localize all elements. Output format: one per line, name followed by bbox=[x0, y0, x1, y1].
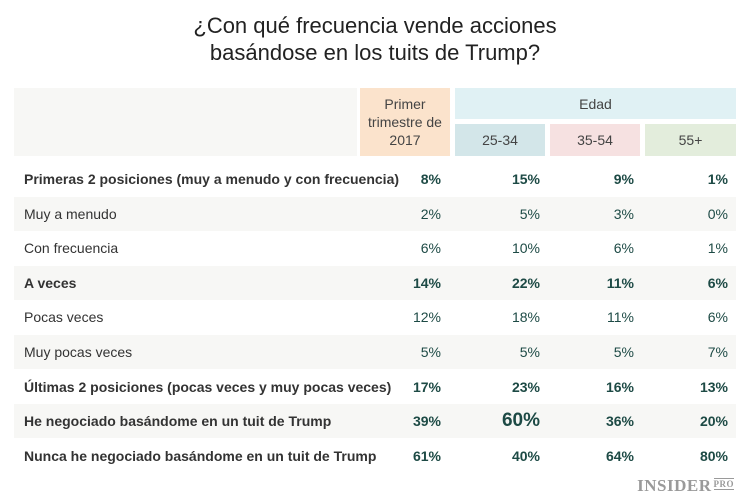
row-value: 23% bbox=[511, 378, 540, 395]
row-value: 10% bbox=[511, 240, 540, 257]
row-value: 5% bbox=[519, 205, 540, 222]
row-value: 22% bbox=[511, 274, 540, 291]
header-age-35-54: 35-54 bbox=[550, 124, 640, 156]
header-total-label: Primer trimestre de 2017 bbox=[368, 96, 442, 148]
row-value: 5% bbox=[613, 344, 634, 360]
header-edad: Edad bbox=[455, 88, 736, 119]
row-value: 14% bbox=[412, 274, 441, 291]
header-total: Primer trimestre de 2017 bbox=[360, 88, 450, 156]
row-value: 13% bbox=[699, 378, 728, 395]
row-value: 17% bbox=[412, 378, 441, 395]
row-label: Últimas 2 posiciones (pocas veces y muy … bbox=[24, 378, 392, 395]
row-value: 36% bbox=[605, 413, 634, 430]
row-value: 80% bbox=[699, 447, 728, 464]
header-age-label: 55+ bbox=[678, 132, 703, 148]
row-label: A veces bbox=[24, 274, 77, 291]
row-value: 8% bbox=[420, 171, 441, 187]
row-value: 39% bbox=[412, 413, 441, 430]
row-value: 2% bbox=[420, 205, 441, 222]
row-value: 6% bbox=[613, 240, 634, 257]
row-value: 5% bbox=[420, 344, 441, 360]
table-row: Nunca he negociado basándome en un tuit … bbox=[14, 439, 736, 473]
title-line-1: ¿Con qué frecuencia vende acciones bbox=[193, 13, 557, 38]
table-row: Muy pocas veces 5% 5% 5% 7% bbox=[14, 335, 736, 369]
row-value: 6% bbox=[420, 240, 441, 257]
row-value: 18% bbox=[511, 309, 540, 326]
row-value: 40% bbox=[511, 447, 540, 464]
row-value: 1% bbox=[707, 171, 728, 187]
insider-pro-logo: INSIDER PRO bbox=[637, 476, 734, 495]
header-edad-label: Edad bbox=[579, 95, 612, 112]
row-value: 61% bbox=[412, 447, 441, 464]
table-row: Primeras 2 posiciones (muy a menudo y co… bbox=[14, 162, 736, 196]
title-line-2: basándose en los tuits de Trump? bbox=[209, 40, 541, 65]
table-row: Muy a menudo 2% 5% 3% 0% bbox=[14, 196, 736, 231]
row-value: 7% bbox=[707, 344, 728, 360]
header-age-25-34: 25-34 bbox=[455, 124, 545, 156]
row-value: 0% bbox=[707, 205, 728, 222]
row-value: 15% bbox=[511, 171, 540, 187]
header-age-55-plus: 55+ bbox=[645, 124, 736, 156]
row-label: He negociado basándome en un tuit de Tru… bbox=[24, 413, 332, 430]
row-label: Muy pocas veces bbox=[24, 344, 133, 360]
row-value: 12% bbox=[412, 309, 441, 326]
row-label: Muy a menudo bbox=[24, 205, 117, 222]
row-label: Pocas veces bbox=[24, 309, 104, 326]
row-value: 11% bbox=[606, 274, 634, 291]
row-value: 6% bbox=[707, 274, 728, 291]
row-label: Nunca he negociado basándome en un tuit … bbox=[24, 447, 377, 464]
header-blank bbox=[14, 88, 357, 156]
row-value: 16% bbox=[605, 378, 634, 395]
row-value: 11% bbox=[607, 309, 634, 326]
table-row: Con frecuencia 6% 10% 6% 1% bbox=[14, 231, 736, 265]
row-value: 5% bbox=[519, 344, 540, 360]
row-value: 9% bbox=[613, 171, 634, 187]
row-value: 1% bbox=[707, 240, 728, 257]
table-row: Pocas veces 12% 18% 11% 6% bbox=[14, 300, 736, 334]
row-value: 20% bbox=[699, 413, 728, 430]
row-value: 3% bbox=[613, 205, 634, 222]
table-row: Últimas 2 posiciones (pocas veces y muy … bbox=[14, 370, 736, 404]
row-value: 60% bbox=[501, 410, 540, 432]
row-label: Con frecuencia bbox=[24, 240, 119, 257]
chart-title: ¿Con qué frecuencia vende acciones basán… bbox=[0, 12, 750, 66]
row-value: 6% bbox=[707, 309, 728, 326]
row-label: Primeras 2 posiciones (muy a menudo y co… bbox=[24, 171, 400, 187]
header-age-label: 35-54 bbox=[577, 132, 613, 148]
table-row: A veces 14% 22% 11% 6% bbox=[14, 265, 736, 300]
table-row: He negociado basándome en un tuit de Tru… bbox=[14, 404, 736, 439]
row-value: 64% bbox=[605, 447, 634, 464]
header-age-label: 25-34 bbox=[482, 132, 518, 148]
